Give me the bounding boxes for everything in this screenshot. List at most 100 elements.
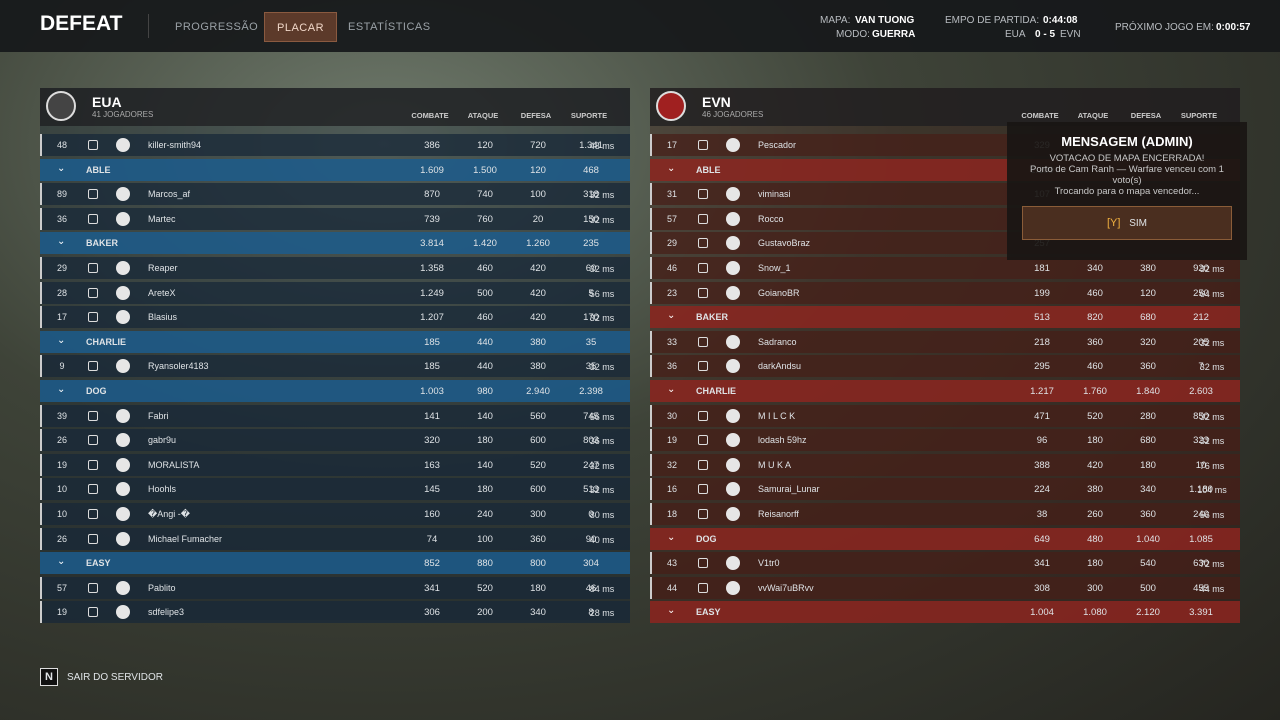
platform-icon	[726, 261, 740, 275]
stat-ataque: 260	[1087, 509, 1103, 520]
player-row[interactable]: 19 lodash 59hz 32 ms 96 180 680 323	[650, 429, 1240, 452]
player-row[interactable]: 39 Fabri 56 ms 141 140 560 745	[40, 404, 630, 427]
player-row[interactable]: 57 Pablito 84 ms 341 520 180 46	[40, 576, 630, 599]
confirm-button[interactable]: [Y] SIM	[1022, 206, 1232, 240]
ping: 56 ms	[1199, 510, 1225, 520]
player-row[interactable]: 43 V1tr0 72 ms 341 180 540 630	[650, 552, 1240, 575]
player-row[interactable]: 10 �Angi -� 80 ms 160 240 300 0	[40, 503, 630, 525]
stat-suporte: 8	[588, 607, 594, 619]
platform-icon	[116, 507, 130, 521]
class-icon	[698, 238, 708, 249]
stat-combate: 38	[1036, 509, 1048, 520]
player-level: 33	[666, 336, 677, 347]
ping: 80 ms	[589, 510, 615, 520]
stat-suporte: 513	[583, 484, 599, 496]
player-row[interactable]: 32 M U K A 76 ms 388 420 180 10	[650, 453, 1240, 476]
player-name: Marcos_af	[148, 189, 191, 200]
player-row[interactable]: 89 Marcos_af 32 ms 870 740 100 318	[40, 183, 630, 206]
squad-name: DOG	[696, 533, 717, 544]
player-level: 43	[666, 558, 677, 569]
stat-combate: 141	[424, 410, 440, 422]
player-level: 36	[666, 361, 677, 372]
player-name: Reisanorff	[758, 509, 799, 519]
player-row[interactable]: 26 Michael Fumacher 40 ms 74 100 360 90	[40, 527, 630, 550]
player-row[interactable]: 17 Blasius 32 ms 1.207 460 420 170	[40, 306, 630, 329]
player-row[interactable]: 19 MORALISTA 32 ms 163 140 520 247	[40, 453, 630, 476]
squad-row: ⌄ CHARLIE 185 440 380 35	[40, 330, 630, 353]
player-row[interactable]: 9 Ryansoler4183 32 ms 185 440 380 35	[40, 355, 630, 378]
stat-combate: 513	[1034, 312, 1050, 324]
player-row[interactable]: 23 GoianoBR 64 ms 199 460 120 250	[650, 281, 1240, 304]
player-row[interactable]: 36 Martec 32 ms 739 760 20 150	[40, 207, 630, 230]
class-icon	[698, 410, 708, 421]
player-name: Snow_1	[758, 263, 791, 273]
popup-line: VOTACAO DE MAPA ENCERRADA!	[1049, 153, 1205, 164]
ping: 32 ms	[1199, 436, 1225, 447]
player-level: 28	[56, 287, 67, 298]
result-title: DEFEAT	[40, 12, 123, 35]
squad-name: BAKER	[696, 312, 729, 323]
player-level: 19	[56, 459, 67, 470]
player-row[interactable]: 26 gabr9u 36 ms 320 180 600 803	[40, 429, 630, 452]
player-row[interactable]: 48 killer-smith94 48 ms 386 120 720 1.341	[40, 134, 630, 156]
stat-combate: 308	[1034, 582, 1050, 594]
class-icon	[698, 140, 708, 150]
player-name: GustavoBraz	[758, 238, 811, 249]
player-level: 10	[56, 509, 67, 519]
team-badge	[656, 91, 686, 121]
stat-combate: 295	[1034, 361, 1050, 373]
stat-ataque: 740	[477, 189, 493, 201]
stat-defesa: 320	[1140, 336, 1156, 348]
ping: 32 ms	[1199, 264, 1225, 274]
player-row[interactable]: 10 Hoohls 32 ms 145 180 600 513	[40, 478, 630, 501]
stat-ataque: 140	[477, 459, 493, 471]
score: 0 - 5	[1035, 29, 1056, 40]
stat-ataque: 140	[477, 410, 493, 422]
stat-combate: 341	[1034, 558, 1050, 570]
player-name: Hoohls	[148, 484, 177, 495]
squad-chevron: ⌄	[57, 236, 66, 248]
stat-defesa: 420	[530, 312, 546, 324]
player-row[interactable]: 36 darkAndsu 32 ms 295 460 360 7	[650, 355, 1240, 378]
platform-icon	[116, 433, 130, 448]
player-row[interactable]: 19 sdfelipe3 28 ms 306 200 340 8	[40, 601, 630, 624]
stat-defesa: 120	[530, 164, 546, 176]
stat-defesa: 560	[530, 410, 546, 422]
leave-server[interactable]: SAIR DO SERVIDOR	[67, 672, 163, 683]
stat-defesa: 180	[1140, 459, 1156, 471]
class-icon	[698, 189, 708, 200]
stat-defesa: 380	[530, 361, 546, 373]
squad-chevron: ⌄	[57, 384, 66, 395]
stat-ataque: 180	[477, 484, 493, 496]
player-row[interactable]: 29 Reaper 32 ms 1.358 460 420 60	[40, 257, 630, 279]
stat-ataque: 1.500	[473, 164, 497, 176]
stat-suporte: 2.398	[579, 386, 603, 397]
column-header: ATAQUE	[1077, 111, 1109, 120]
stat-defesa: 360	[530, 533, 546, 545]
stat-defesa: 340	[1140, 484, 1156, 496]
mode: GUERRA	[872, 29, 916, 40]
player-row[interactable]: 33 Sadranco 32 ms 218 360 320 205	[650, 330, 1240, 353]
player-name: GoianoBR	[758, 287, 800, 298]
ping: 32 ms	[589, 362, 615, 373]
tab[interactable]: PLACAR	[264, 12, 338, 42]
player-row[interactable]: 30 M I L C K 32 ms 471 520 280 850	[650, 404, 1240, 427]
ping: 32 ms	[1199, 362, 1225, 373]
stat-ataque: 380	[1087, 484, 1103, 496]
stat-combate: 471	[1034, 410, 1050, 422]
stat-defesa: 600	[530, 484, 546, 496]
player-level: 23	[666, 287, 677, 298]
squad-chevron: ⌄	[667, 310, 676, 322]
player-name: M U K A	[758, 459, 792, 470]
player-row[interactable]: 18 Reisanorff 56 ms 38 260 360 240	[650, 503, 1240, 525]
tab[interactable]: PROGRESSÃO	[175, 21, 259, 33]
player-level: 18	[666, 509, 677, 519]
player-row[interactable]: 28 AreteX 56 ms 1.249 500 420 5	[40, 281, 630, 304]
tab[interactable]: ESTATÍSTICAS	[348, 21, 431, 33]
stat-suporte: 468	[583, 164, 599, 176]
stat-combate: 224	[1034, 484, 1050, 496]
player-row[interactable]: 44 vvWai7uBRvv 44 ms 308 300 500 455	[650, 576, 1240, 599]
player-row[interactable]: 16 Samurai_Lunar 104 ms 224 380 340 1.180	[650, 478, 1240, 501]
team-header	[650, 88, 1240, 126]
player-row[interactable]: 46 Snow_1 32 ms 181 340 380 920	[650, 257, 1240, 279]
